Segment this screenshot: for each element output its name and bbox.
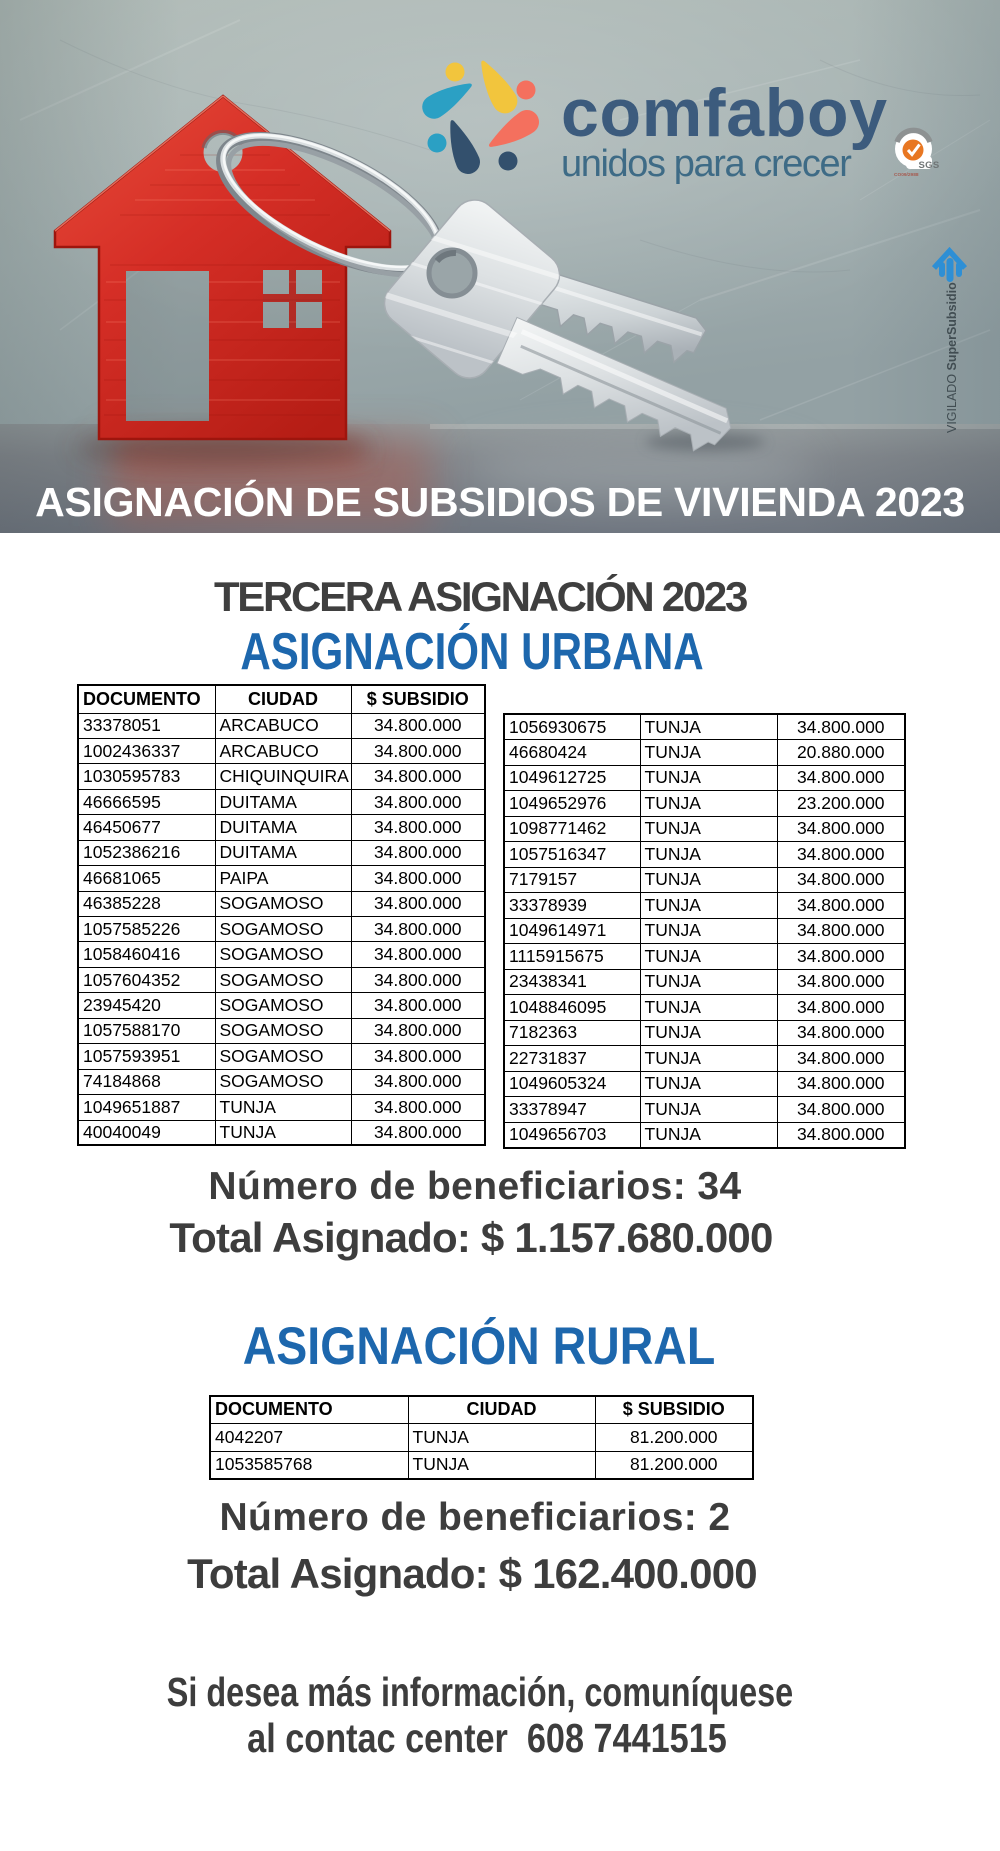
svg-text:SGS: SGS [919,160,940,171]
svg-text:comfaboy: comfaboy [561,75,888,151]
svg-text:ASIGNACIÓN DE SUBSIDIOS DE VIV: ASIGNACIÓN DE SUBSIDIOS DE VIVIENDA 2023 [35,479,965,525]
svg-text:VIGILADO SuperSubsidio: VIGILADO SuperSubsidio [945,282,959,433]
svg-text:CO09/2988: CO09/2988 [894,172,919,178]
svg-text:unidos para crecer: unidos para crecer [561,143,852,185]
